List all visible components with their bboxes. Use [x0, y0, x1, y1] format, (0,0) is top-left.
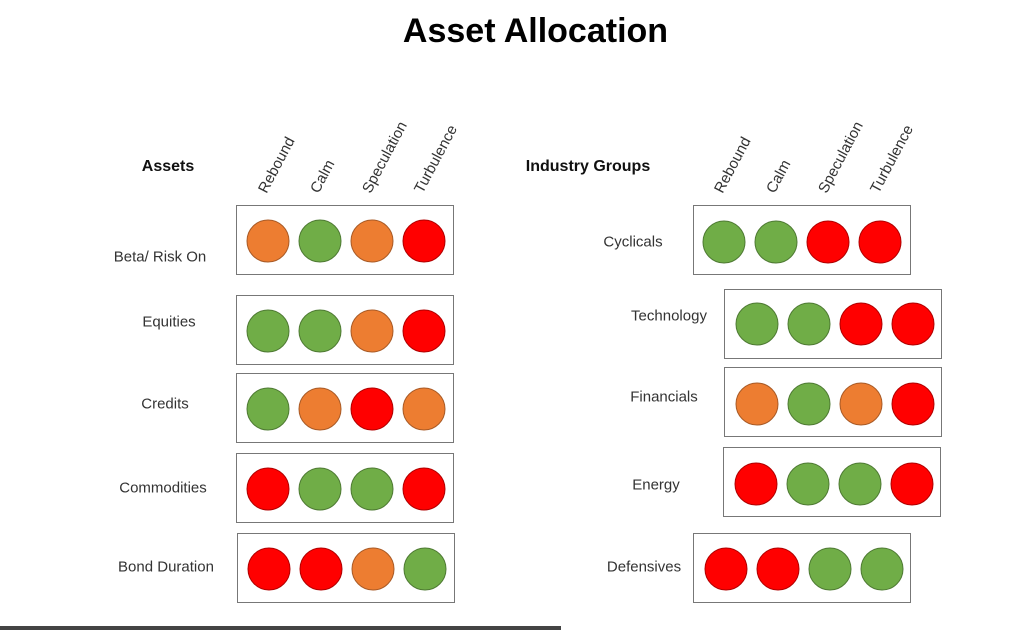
- green-signal-circle: [838, 462, 882, 506]
- orange-signal-circle: [246, 219, 290, 263]
- row-label: Credits: [141, 395, 189, 413]
- row-label: Financials: [630, 388, 698, 406]
- column-header-rebound: Rebound: [710, 134, 755, 196]
- column-header-calm: Calm: [762, 157, 795, 196]
- red-signal-circle: [890, 462, 934, 506]
- green-signal-circle: [298, 467, 342, 511]
- green-signal-circle: [298, 219, 342, 263]
- row-label: Bond Duration: [118, 558, 214, 576]
- red-signal-circle: [806, 220, 850, 264]
- red-signal-circle: [350, 387, 394, 431]
- green-signal-circle: [787, 382, 831, 426]
- column-header-speculation: Speculation: [814, 118, 867, 196]
- row-label: Beta/ Risk On: [113, 248, 207, 266]
- row-label: Defensives: [606, 558, 682, 576]
- red-signal-circle: [891, 382, 935, 426]
- green-signal-circle: [787, 302, 831, 346]
- assets-heading: Assets: [141, 158, 195, 175]
- orange-signal-circle: [350, 309, 394, 353]
- orange-signal-circle: [839, 382, 883, 426]
- green-signal-circle: [298, 309, 342, 353]
- red-signal-circle: [839, 302, 883, 346]
- green-signal-circle: [246, 387, 290, 431]
- bottom-divider: [0, 626, 561, 630]
- row-label: Equities: [142, 313, 196, 331]
- orange-signal-circle: [298, 387, 342, 431]
- row-label: Cyclicals: [603, 233, 663, 251]
- red-signal-circle: [756, 547, 800, 591]
- row-label: Commodities: [119, 479, 207, 497]
- red-signal-circle: [402, 467, 446, 511]
- orange-signal-circle: [402, 387, 446, 431]
- orange-signal-circle: [351, 547, 395, 591]
- column-header-turbulence: Turbulence: [410, 122, 461, 196]
- red-signal-circle: [704, 547, 748, 591]
- red-signal-circle: [858, 220, 902, 264]
- row-label: Energy: [632, 476, 680, 494]
- red-signal-circle: [891, 302, 935, 346]
- green-signal-circle: [350, 467, 394, 511]
- column-header-speculation: Speculation: [358, 118, 411, 196]
- green-signal-circle: [735, 302, 779, 346]
- green-signal-circle: [702, 220, 746, 264]
- green-signal-circle: [246, 309, 290, 353]
- green-signal-circle: [860, 547, 904, 591]
- green-signal-circle: [786, 462, 830, 506]
- column-header-turbulence: Turbulence: [866, 122, 917, 196]
- green-signal-circle: [403, 547, 447, 591]
- green-signal-circle: [808, 547, 852, 591]
- column-header-calm: Calm: [306, 157, 339, 196]
- slide-title: Asset Allocation: [402, 12, 669, 50]
- orange-signal-circle: [350, 219, 394, 263]
- column-header-rebound: Rebound: [254, 134, 299, 196]
- green-signal-circle: [754, 220, 798, 264]
- red-signal-circle: [247, 547, 291, 591]
- red-signal-circle: [299, 547, 343, 591]
- red-signal-circle: [246, 467, 290, 511]
- industry-groups-heading: Industry Groups: [525, 158, 651, 175]
- red-signal-circle: [402, 219, 446, 263]
- red-signal-circle: [402, 309, 446, 353]
- row-label: Technology: [631, 307, 707, 325]
- orange-signal-circle: [735, 382, 779, 426]
- red-signal-circle: [734, 462, 778, 506]
